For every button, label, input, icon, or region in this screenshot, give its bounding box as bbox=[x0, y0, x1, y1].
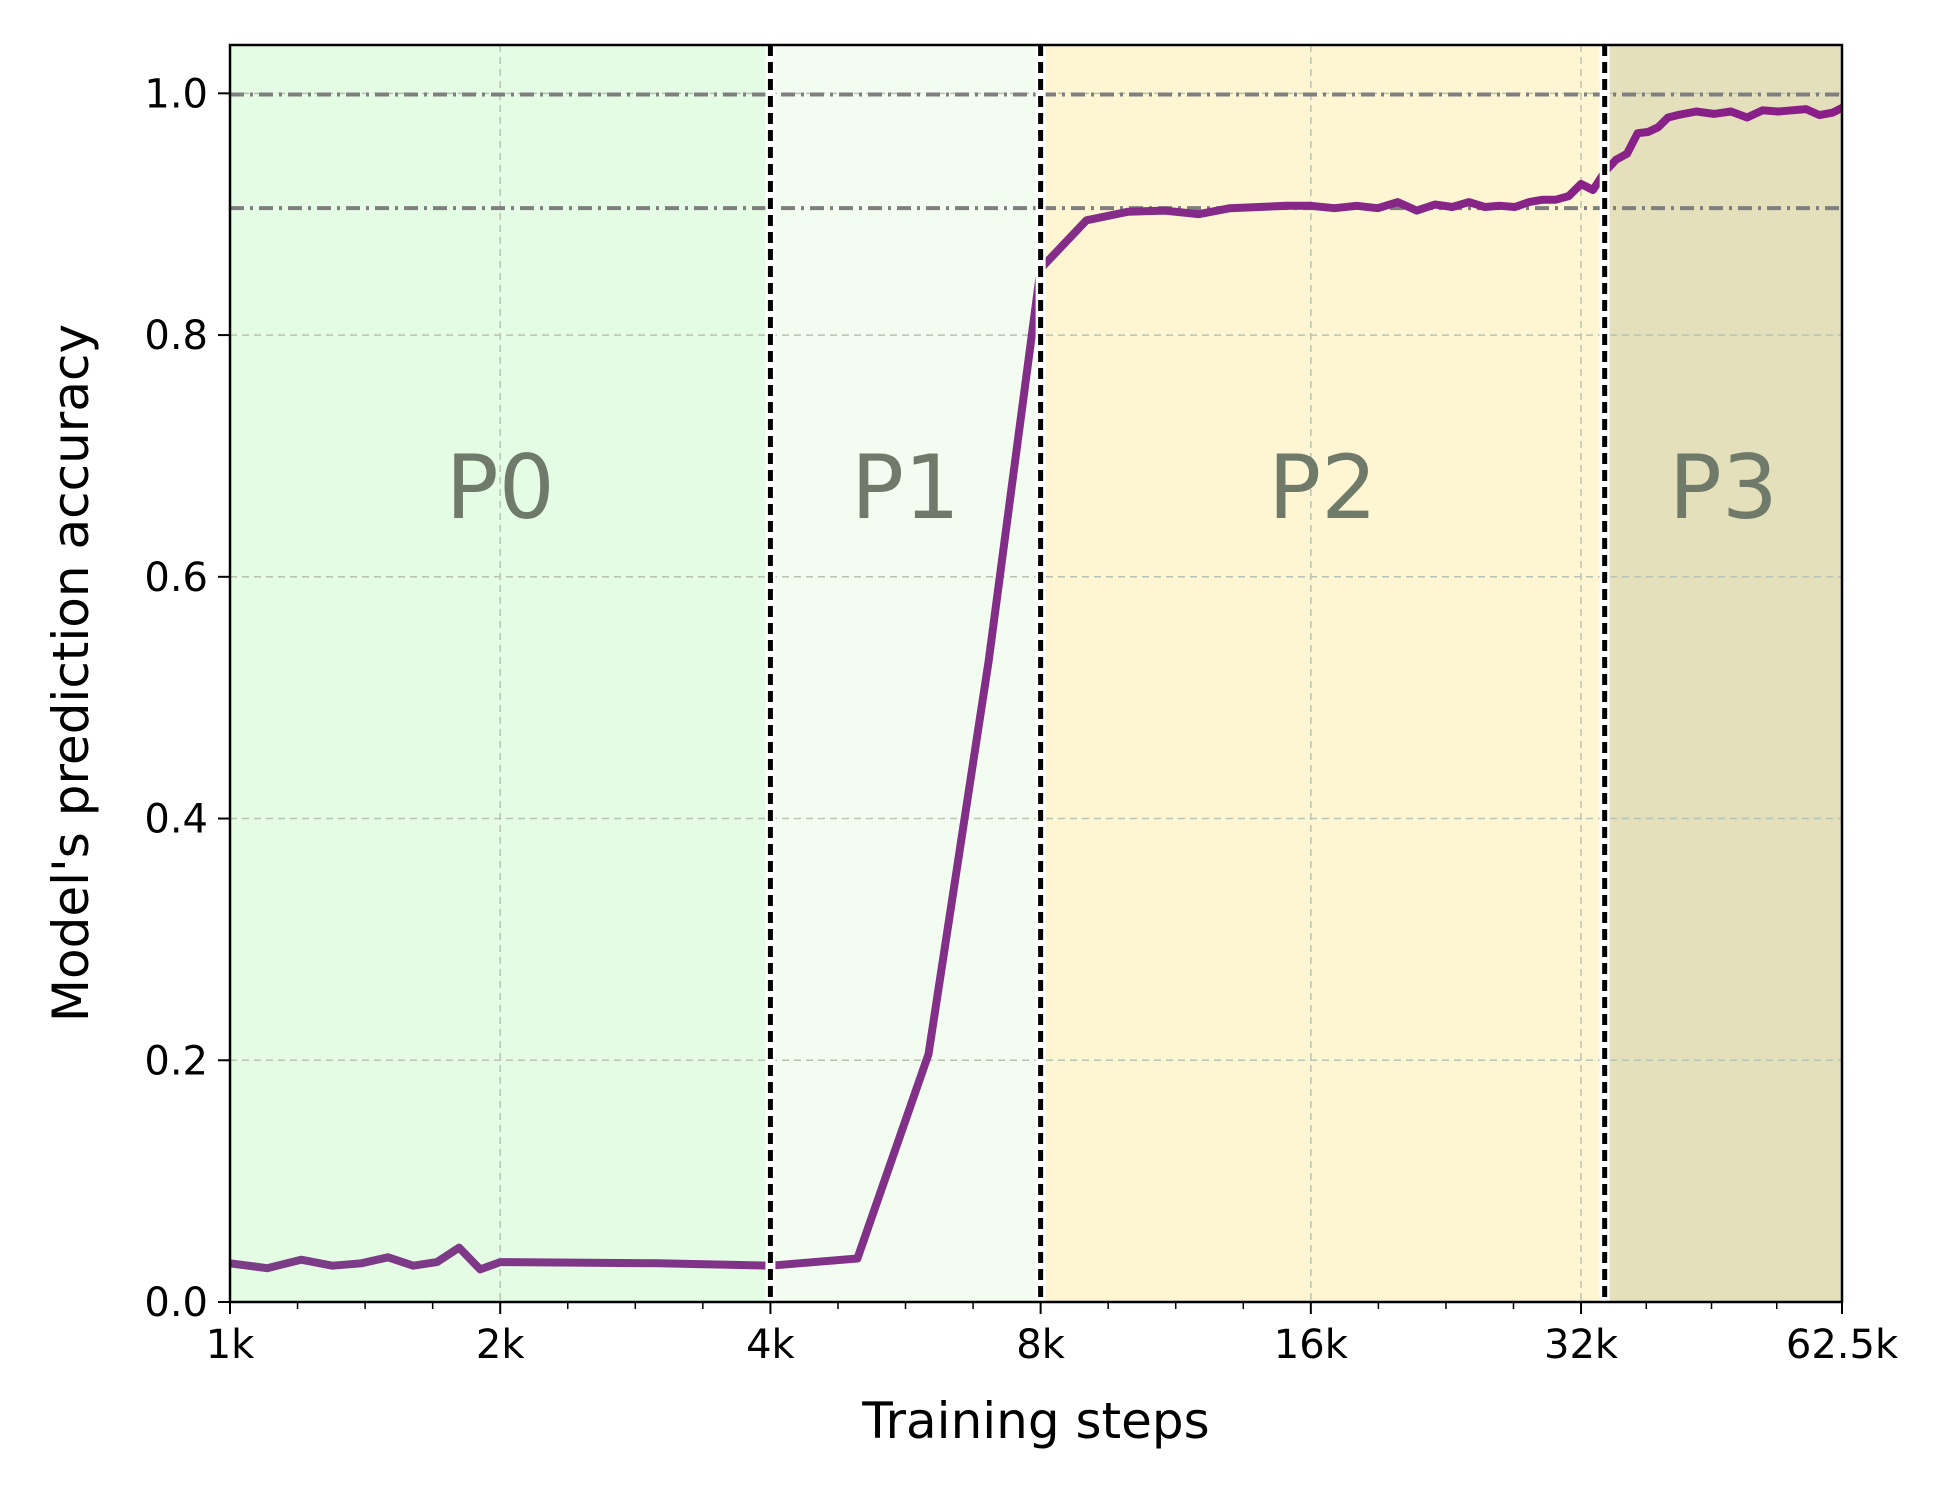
y-tick-label: 0.4 bbox=[144, 797, 208, 843]
phase-band-p3 bbox=[1604, 45, 1842, 1302]
x-tick-label: 4k bbox=[746, 1322, 795, 1368]
phase-boundaries bbox=[765, 45, 1610, 1302]
phase-labels: P0 P1 P2 P3 bbox=[446, 436, 1778, 539]
x-tick-label: 62.5k bbox=[1786, 1322, 1899, 1368]
y-tick-label: 0.8 bbox=[144, 313, 208, 359]
x-tick-label: 8k bbox=[1016, 1322, 1065, 1368]
phase-label-p1: P1 bbox=[851, 436, 960, 539]
phase-label-p2: P2 bbox=[1268, 436, 1377, 539]
phase-label-p3: P3 bbox=[1669, 436, 1778, 539]
accuracy-line bbox=[230, 103, 1842, 1274]
x-axis-title: Training steps bbox=[861, 1392, 1209, 1450]
y-tick-label: 0.2 bbox=[144, 1038, 208, 1084]
phase-label-p0: P0 bbox=[446, 436, 555, 539]
phase-band-p1 bbox=[770, 45, 1041, 1302]
x-tick-label: 32k bbox=[1544, 1322, 1619, 1368]
y-tick-label: 0.6 bbox=[144, 555, 208, 601]
phase-band-p2 bbox=[1040, 45, 1605, 1302]
x-tick-label: 1k bbox=[206, 1322, 255, 1368]
x-tick-label: 2k bbox=[476, 1322, 525, 1368]
x-axis: 1k 2k 4k 8k 16k 32k 62.5k bbox=[206, 1302, 1899, 1368]
y-tick-label: 1.0 bbox=[144, 71, 208, 117]
y-axis-title: Model's prediction accuracy bbox=[42, 324, 100, 1022]
series-layer bbox=[230, 103, 1842, 1274]
y-tick-label: 0.0 bbox=[144, 1280, 208, 1326]
x-tick-label: 16k bbox=[1274, 1322, 1349, 1368]
y-axis: 0.0 0.2 0.4 0.6 0.8 1.0 bbox=[144, 71, 230, 1326]
plot-frame bbox=[228, 43, 1844, 1304]
